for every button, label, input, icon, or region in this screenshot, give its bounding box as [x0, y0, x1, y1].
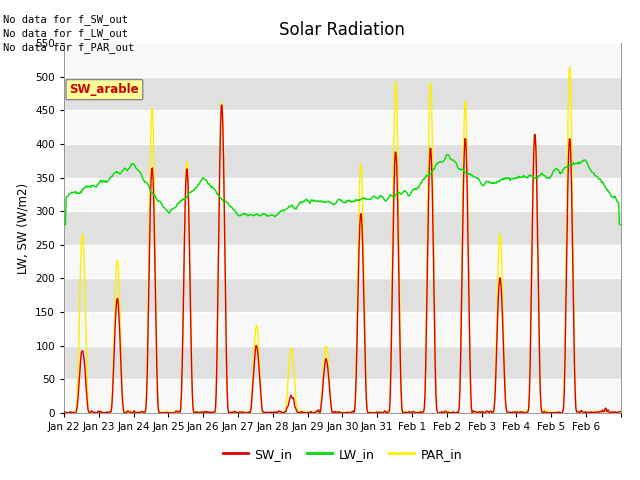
Bar: [64, 379, 621, 413]
Bar: [64, 178, 621, 211]
Text: No data for f_PAR_out: No data for f_PAR_out: [3, 42, 134, 53]
Text: SW_arable: SW_arable: [70, 83, 139, 96]
Text: No data for f_SW_out: No data for f_SW_out: [3, 13, 128, 24]
Text: No data for f_LW_out: No data for f_LW_out: [3, 28, 128, 39]
Bar: [64, 77, 621, 110]
Bar: [64, 43, 621, 77]
Legend: SW_in, LW_in, PAR_in: SW_in, LW_in, PAR_in: [218, 443, 467, 466]
Bar: [64, 211, 621, 245]
Bar: [64, 10, 621, 43]
Bar: [64, 144, 621, 178]
Bar: [64, 312, 621, 346]
Y-axis label: LW, SW (W/m2): LW, SW (W/m2): [17, 182, 29, 274]
Title: Solar Radiation: Solar Radiation: [280, 21, 405, 39]
Bar: [64, 110, 621, 144]
Bar: [64, 245, 621, 278]
Bar: [64, 346, 621, 379]
Bar: [64, 278, 621, 312]
